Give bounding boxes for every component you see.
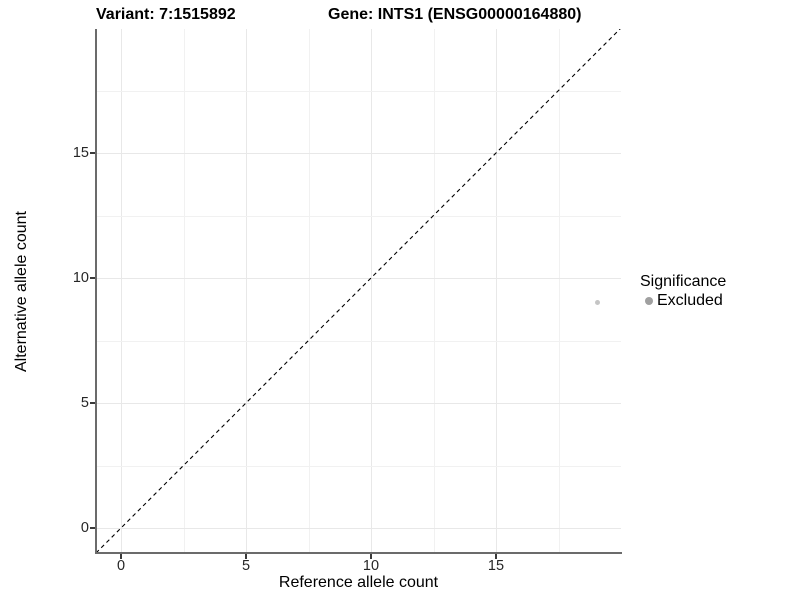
legend-item-excluded: Excluded (640, 292, 726, 309)
y-tick-mark (90, 277, 95, 279)
gridline-minor (96, 466, 621, 467)
x-tick-label: 5 (241, 558, 251, 574)
identity-line-dashed (96, 29, 621, 553)
gridline-minor (96, 91, 621, 92)
gridline-major (246, 29, 247, 553)
data-point (595, 300, 600, 305)
plot-panel (96, 29, 621, 553)
gridline-minor (96, 341, 621, 342)
x-tick-mark (495, 554, 497, 559)
x-tick-mark (120, 554, 122, 559)
gridline-minor (96, 216, 621, 217)
excluded-point-icon (644, 296, 653, 305)
legend-key (640, 292, 657, 309)
x-axis-line (95, 552, 622, 554)
gridline-minor (434, 29, 435, 553)
x-tick-mark (245, 554, 247, 559)
x-tick-label: 0 (116, 558, 126, 574)
y-tick-label: 5 (80, 395, 89, 411)
gridline-major (121, 29, 122, 553)
gridline-minor (559, 29, 560, 553)
x-tick-label: 10 (362, 558, 380, 574)
y-tick-label: 0 (80, 520, 89, 536)
gridline-minor (309, 29, 310, 553)
gridline-major (496, 29, 497, 553)
y-axis-line (95, 29, 97, 554)
y-axis-title: Alternative allele count (12, 29, 32, 553)
plot-title-gene: Gene: INTS1 (ENSG00000164880) (328, 6, 582, 23)
gridline-major (96, 528, 621, 529)
y-tick-mark (90, 402, 95, 404)
x-axis-title: Reference allele count (278, 574, 439, 591)
gridline-major (96, 153, 621, 154)
x-tick-label: 15 (487, 558, 505, 574)
gridline-major (96, 278, 621, 279)
gridline-major (371, 29, 372, 553)
x-tick-mark (370, 554, 372, 559)
y-tick-mark (90, 527, 95, 529)
plot-title-variant: Variant: 7:1515892 (96, 6, 236, 23)
y-axis-title-text: Alternative allele count (13, 210, 30, 372)
legend: Significance Excluded (640, 272, 726, 309)
gridline-minor (184, 29, 185, 553)
y-tick-label: 10 (72, 270, 89, 286)
gridline-major (96, 403, 621, 404)
legend-item-label: Excluded (657, 292, 723, 309)
y-tick-label: 15 (72, 145, 89, 161)
y-tick-mark (90, 152, 95, 154)
legend-title: Significance (640, 273, 727, 290)
